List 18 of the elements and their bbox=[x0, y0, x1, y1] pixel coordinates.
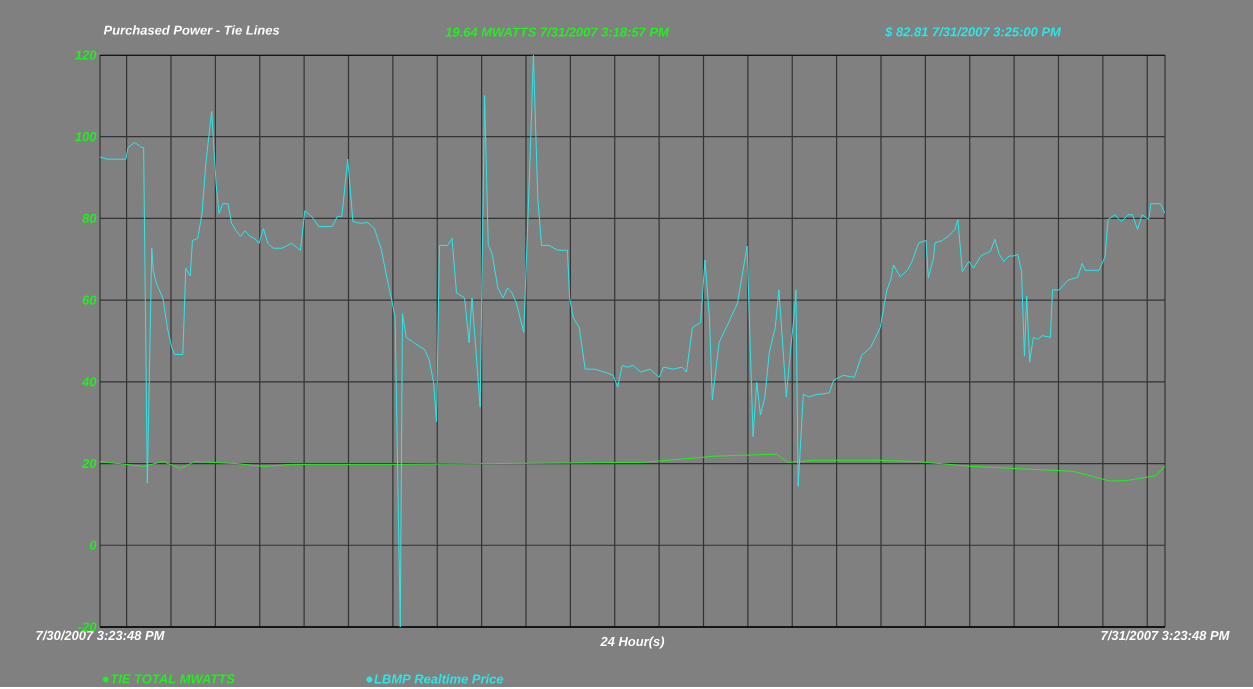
x-tick-label: 7/31/2007 3:23:48 PM bbox=[1101, 630, 1230, 641]
text: $ 82.81 7/31/2007 3:25:00 PM bbox=[885, 26, 1062, 38]
x-tick-label: 7/30/2007 3:23:48 PM bbox=[36, 630, 165, 641]
chart-title: Purchased Power - Tie Lines bbox=[103, 25, 280, 35]
y-tick-label: 0 bbox=[89, 540, 97, 550]
x-axis-title: 24 Hour(s) bbox=[600, 636, 665, 649]
legend-label: TIE TOTAL MWATTS bbox=[111, 674, 235, 684]
legend-label: LBMP Realtime Price bbox=[374, 674, 504, 684]
line-series bbox=[100, 55, 1165, 628]
y-tick-label: 120 bbox=[75, 50, 97, 60]
y-tick-label: 60 bbox=[82, 295, 97, 305]
y-tick-label: -20 bbox=[78, 622, 97, 632]
y-tick-label: 20 bbox=[81, 459, 97, 469]
text: 19.64 MWATTS 7/31/2007 3:18:57 PM bbox=[445, 27, 670, 37]
y-tick-label: 40 bbox=[81, 377, 97, 387]
y-tick-label: 100 bbox=[75, 132, 97, 142]
y-tick-label: 80 bbox=[82, 213, 97, 224]
line-series bbox=[100, 453, 1165, 482]
